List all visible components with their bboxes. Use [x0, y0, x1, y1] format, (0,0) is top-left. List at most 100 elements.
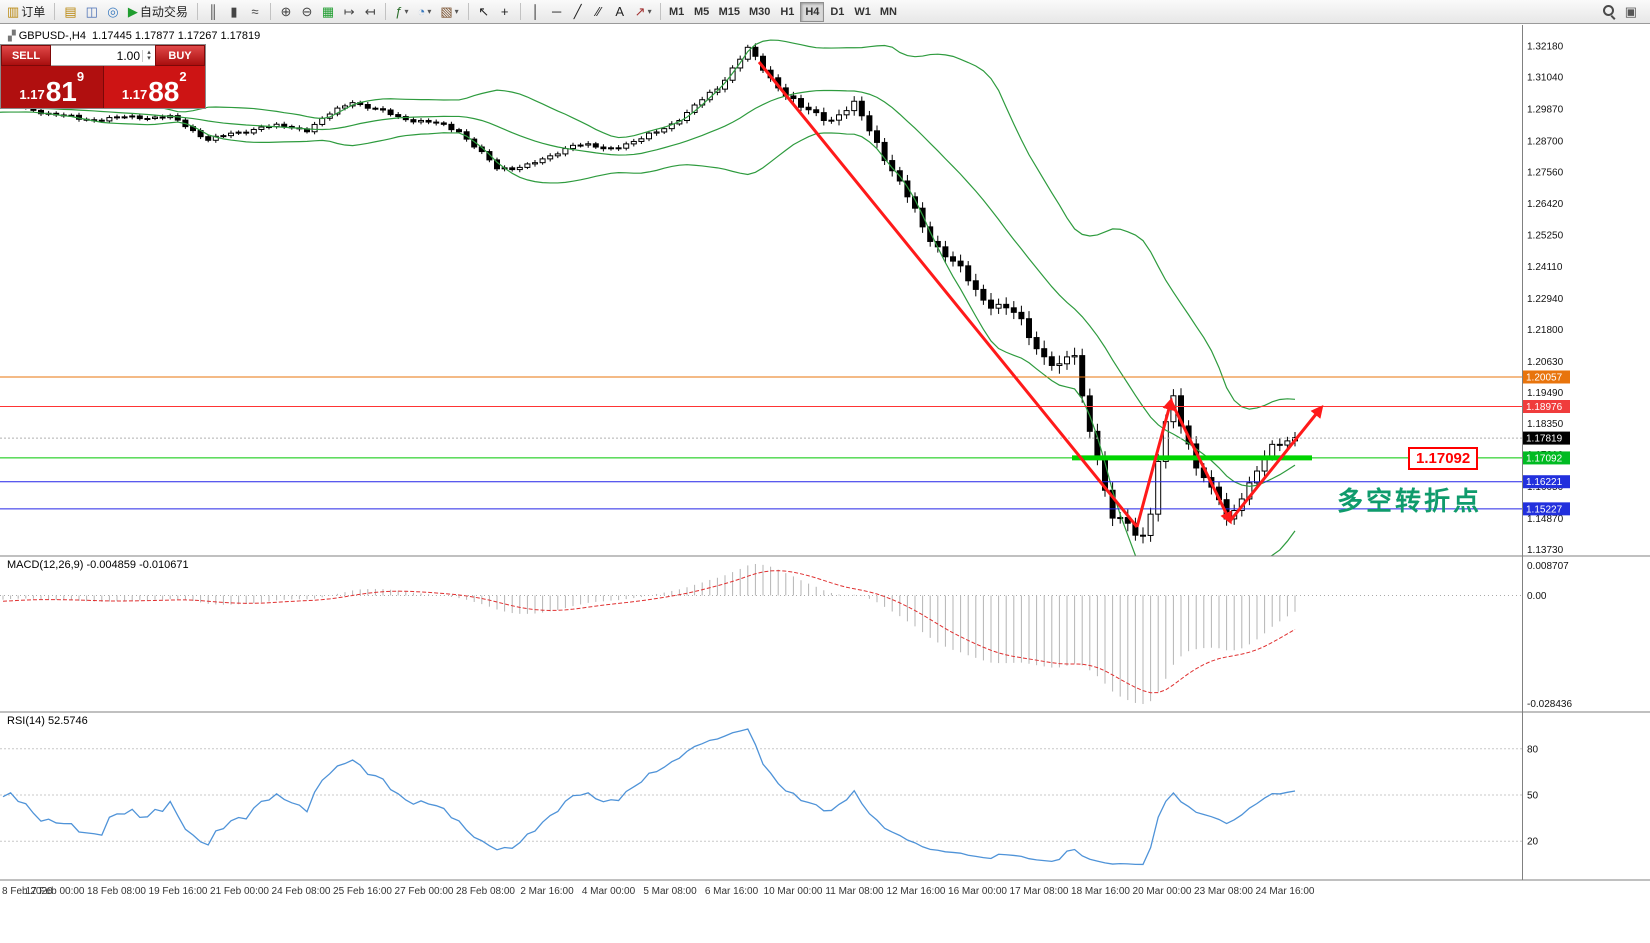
zoom-in-button[interactable]: ⊕: [276, 2, 296, 22]
crosshair-button[interactable]: +: [495, 2, 515, 22]
timeframe-d1-button[interactable]: D1: [825, 2, 849, 22]
trend-arrow-segment[interactable]: [1135, 397, 1175, 528]
price-badge-label: 1.15227: [1526, 504, 1563, 515]
symbol-info: ▞ GBPUSD-,H4 1.17445 1.17877 1.17267 1.17…: [8, 30, 260, 42]
price-badge: [1523, 502, 1570, 516]
trendline-button[interactable]: ╱: [568, 2, 588, 22]
layout-button[interactable]: ▣: [1621, 2, 1641, 22]
candle-body: [623, 143, 630, 149]
key-price-label-box[interactable]: 1.17092: [1408, 447, 1479, 470]
bar-chart-button[interactable]: ║: [203, 2, 223, 22]
candle-body: [828, 119, 835, 122]
sell-button[interactable]: SELL: [1, 45, 51, 66]
price-axis-label: 1.25250: [1527, 231, 1564, 242]
new-order-button[interactable]: ▥ 订单: [3, 2, 49, 22]
cursor-button[interactable]: ↖: [474, 2, 494, 22]
trend-arrow-segment[interactable]: [1169, 400, 1232, 525]
timeframe-m1-button[interactable]: M1: [665, 2, 689, 22]
candle-body: [957, 260, 964, 267]
tile-windows-button[interactable]: ▦: [318, 2, 338, 22]
buy-price[interactable]: 1.17 88 2: [103, 66, 205, 108]
market-watch-icon: ◎: [107, 4, 119, 19]
candle-body: [395, 114, 402, 118]
macd-axis-zero: 0.00: [1527, 591, 1547, 602]
candle-body: [1048, 356, 1055, 366]
bollinger-middle-band: [0, 89, 1296, 487]
timeframe-h1-button[interactable]: H1: [775, 2, 799, 22]
timeframe-m5-button[interactable]: M5: [690, 2, 714, 22]
candle-body: [668, 123, 675, 130]
macd-axis-min: -0.028436: [1527, 699, 1572, 710]
volume-value: 1.00: [116, 48, 140, 63]
crosshair-icon: +: [500, 4, 509, 19]
candle-body: [805, 106, 812, 111]
periods-button[interactable]: ◔ ▾: [413, 2, 435, 22]
text-button[interactable]: A: [610, 2, 630, 22]
timeframe-w1-button[interactable]: W1: [850, 2, 875, 22]
channel-button[interactable]: ∕∕: [589, 2, 609, 22]
indicators-button[interactable]: ƒ ▾: [391, 2, 412, 22]
rsi-indicator-label: RSI(14) 52.5746: [7, 715, 88, 727]
chart-shift-button[interactable]: ↤: [360, 2, 380, 22]
timeframe-m15-button[interactable]: M15: [715, 2, 744, 22]
horizontal-line-button[interactable]: ─: [547, 2, 567, 22]
zoom-out-button[interactable]: ⊖: [297, 2, 317, 22]
line-chart-button[interactable]: ≈: [245, 2, 265, 22]
profiles-button[interactable]: ◫: [82, 2, 102, 22]
timeframe-m30-button[interactable]: M30: [745, 2, 774, 22]
candle-body: [1071, 355, 1078, 358]
candle-body: [630, 140, 637, 145]
candle-body: [174, 115, 181, 121]
trend-arrow-segment[interactable]: [1228, 405, 1324, 522]
chart-shift-icon: ↤: [364, 4, 376, 19]
timeframe-mn-button[interactable]: MN: [876, 2, 901, 22]
auto-scroll-button[interactable]: ↦: [339, 2, 359, 22]
zoom-in-icon: ⊕: [280, 4, 292, 19]
arrows-button[interactable]: ↗ ▾: [631, 2, 656, 22]
sell-price[interactable]: 1.17 81 9: [1, 66, 104, 108]
candle-body: [585, 143, 592, 146]
sell-price-big: 81: [45, 76, 77, 107]
candle-body: [858, 100, 865, 117]
toolbar-separator: [659, 3, 661, 20]
candle-body: [152, 116, 158, 119]
candle-body: [1254, 470, 1260, 484]
toolbar-separator: [385, 3, 387, 20]
buy-button[interactable]: BUY: [155, 45, 205, 66]
autotrading-button[interactable]: ▶ 自动交易: [124, 2, 192, 22]
templates-button[interactable]: ▧ ▾: [436, 2, 462, 22]
trend-arrow-segment[interactable]: [757, 61, 1139, 528]
chart-window-icon: ▞: [8, 31, 16, 42]
candle-body: [258, 126, 265, 130]
candle-body: [615, 147, 622, 150]
new-order-button-label: 订单: [21, 5, 46, 19]
auto-scroll-icon: ↦: [343, 4, 355, 19]
time-axis-label: 21 Feb 00:00: [210, 886, 269, 897]
candle-body: [440, 122, 447, 125]
spinner-down-icon[interactable]: ▾: [147, 54, 151, 62]
spinner-up-icon[interactable]: ▴: [147, 48, 151, 56]
candlestick-chart-button[interactable]: ▮: [224, 2, 244, 22]
time-axis-label: 16 Mar 00:00: [948, 886, 1007, 897]
candle-body: [205, 136, 212, 141]
time-axis-label: 6 Mar 16:00: [705, 886, 759, 897]
turning-point-annotation[interactable]: 多空转折点: [1337, 486, 1483, 516]
timeframe-h4-button[interactable]: H4: [800, 1, 825, 22]
vertical-line-button[interactable]: │: [526, 2, 546, 22]
time-axis-label: 24 Mar 16:00: [1256, 886, 1315, 897]
volume-spinner[interactable]: ▴ ▾: [142, 48, 155, 62]
new-chart-button[interactable]: ▤: [60, 2, 80, 22]
market-watch-button[interactable]: ◎: [103, 2, 123, 22]
buy-price-prefix: 1.17: [121, 87, 148, 102]
candle-body: [144, 117, 151, 120]
candle-body: [486, 151, 493, 161]
candle-body: [250, 128, 257, 134]
time-axis-label: 2 Mar 16:00: [520, 886, 574, 897]
price-badge-label: 1.17819: [1526, 434, 1563, 445]
candle-body: [646, 132, 652, 140]
volume-stepper[interactable]: 1.00 ▴ ▾: [51, 45, 155, 66]
candle-body: [950, 256, 956, 262]
candlestick-chart-icon: ▮: [230, 4, 238, 19]
search-button[interactable]: [1599, 2, 1620, 22]
